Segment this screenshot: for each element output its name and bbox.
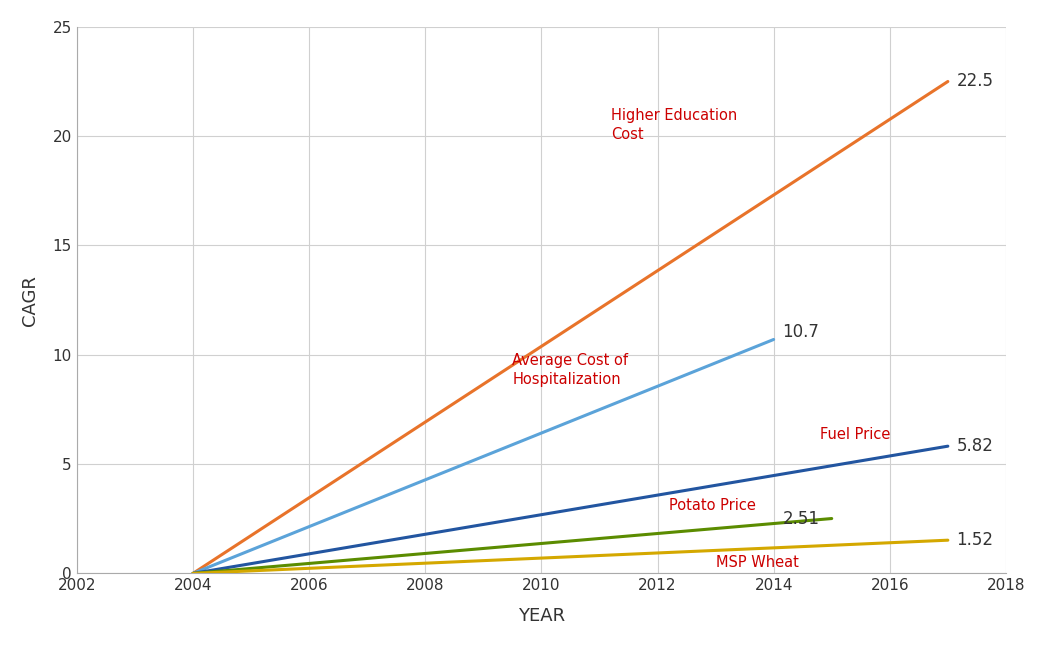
Text: Potato Price: Potato Price: [669, 498, 756, 513]
Text: MSP Wheat: MSP Wheat: [715, 555, 798, 570]
X-axis label: YEAR: YEAR: [518, 607, 565, 625]
Text: Fuel Price: Fuel Price: [820, 427, 890, 442]
Text: Higher Education
Cost: Higher Education Cost: [611, 109, 737, 142]
Text: 22.5: 22.5: [956, 72, 994, 90]
Text: 2.51: 2.51: [782, 510, 819, 528]
Text: Average Cost of
Hospitalization: Average Cost of Hospitalization: [513, 353, 629, 387]
Y-axis label: CAGR: CAGR: [21, 275, 39, 326]
Text: 1.52: 1.52: [956, 531, 994, 549]
Text: 5.82: 5.82: [956, 437, 994, 455]
Text: 10.7: 10.7: [782, 323, 819, 341]
